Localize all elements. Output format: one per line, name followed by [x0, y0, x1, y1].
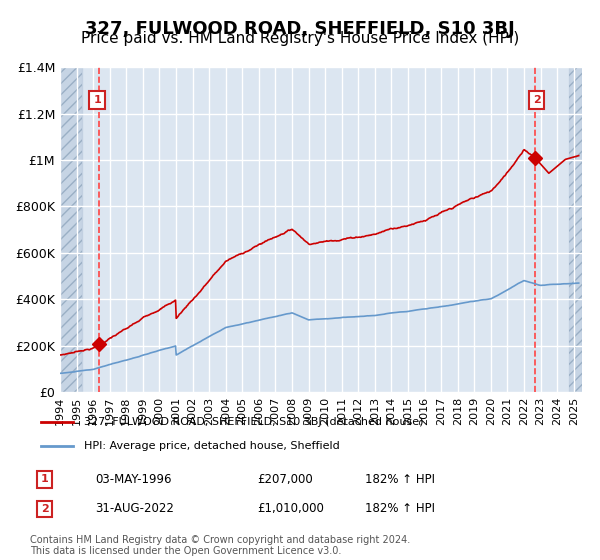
Text: 182% ↑ HPI: 182% ↑ HPI: [365, 473, 435, 486]
Text: 03-MAY-1996: 03-MAY-1996: [95, 473, 172, 486]
Text: 327, FULWOOD ROAD, SHEFFIELD, S10 3BJ: 327, FULWOOD ROAD, SHEFFIELD, S10 3BJ: [85, 20, 515, 38]
Bar: [60, 67, 82, 392]
Text: 1: 1: [93, 95, 101, 105]
Text: Contains HM Land Registry data © Crown copyright and database right 2024.
This d: Contains HM Land Registry data © Crown c…: [30, 535, 410, 557]
Text: 327, FULWOOD ROAD, SHEFFIELD, S10 3BJ (detached house): 327, FULWOOD ROAD, SHEFFIELD, S10 3BJ (d…: [84, 417, 424, 427]
Text: 31-AUG-2022: 31-AUG-2022: [95, 502, 173, 515]
Bar: [60, 67, 82, 392]
Text: £1,010,000: £1,010,000: [257, 502, 323, 515]
Text: 182% ↑ HPI: 182% ↑ HPI: [365, 502, 435, 515]
Text: Price paid vs. HM Land Registry's House Price Index (HPI): Price paid vs. HM Land Registry's House …: [81, 31, 519, 46]
Bar: [569, 67, 582, 392]
Text: HPI: Average price, detached house, Sheffield: HPI: Average price, detached house, Shef…: [84, 441, 340, 451]
Text: 2: 2: [533, 95, 541, 105]
Text: 2: 2: [41, 504, 49, 514]
Text: 1: 1: [41, 474, 49, 484]
Bar: [569, 67, 582, 392]
Text: £207,000: £207,000: [257, 473, 313, 486]
